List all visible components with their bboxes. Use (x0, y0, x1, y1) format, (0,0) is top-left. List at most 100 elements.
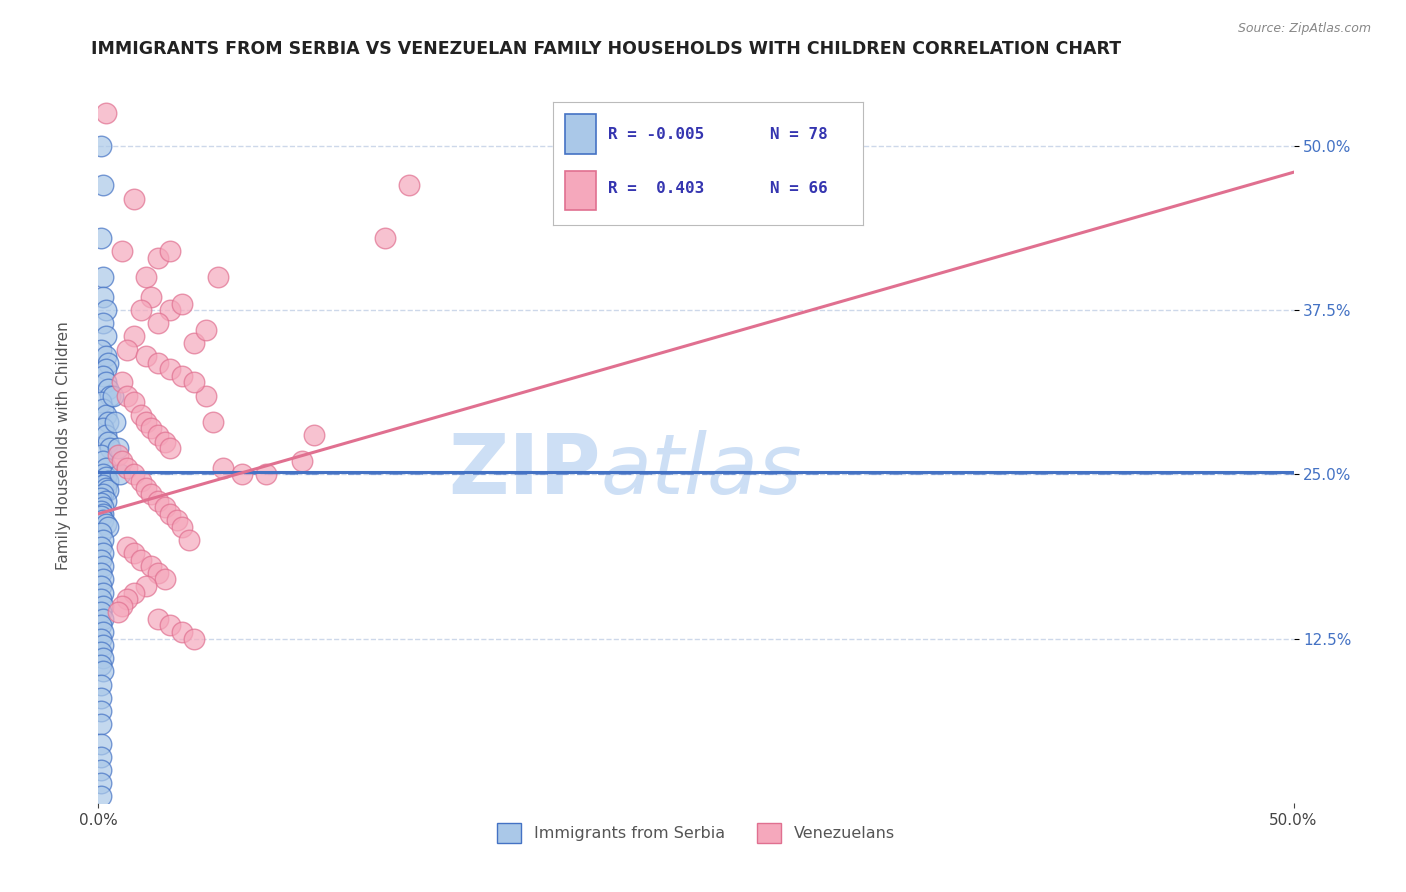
Point (148, 566, 170, 580)
Legend: Immigrants from Serbia, Venezuelans: Immigrants from Serbia, Venezuelans (491, 817, 901, 849)
Point (183, 336, 205, 351)
Point (90, 579, 112, 593)
Point (91, 178, 114, 193)
Point (148, 493, 170, 508)
Point (124, 192, 146, 206)
Point (94, 493, 117, 508)
Point (183, 632, 205, 646)
Point (91, 513, 114, 527)
Point (91, 500, 114, 515)
Point (94, 517, 117, 532)
Point (172, 368, 194, 383)
Point (374, 231, 396, 245)
Point (172, 625, 194, 640)
Point (139, 559, 162, 574)
Point (131, 303, 153, 318)
Point (91, 478, 114, 492)
Point (90, 749, 112, 764)
Point (108, 467, 131, 482)
Point (111, 376, 134, 390)
Point (94, 362, 117, 376)
Point (107, 448, 129, 462)
Point (90, 448, 112, 462)
Point (90, 605, 112, 619)
Point (91, 665, 114, 679)
Point (148, 356, 170, 370)
Point (98, 441, 122, 455)
Point (97, 415, 120, 429)
Point (90, 618, 112, 632)
Point (90, 395, 112, 409)
Text: Source: ZipAtlas.com: Source: ZipAtlas.com (1237, 22, 1371, 36)
Text: Family Households with Children: Family Households with Children (56, 322, 70, 570)
Point (135, 579, 157, 593)
Point (90, 657, 112, 672)
Point (90, 632, 112, 646)
Point (155, 434, 177, 449)
Point (90, 491, 112, 505)
Point (91, 316, 114, 330)
Point (90, 592, 112, 607)
Point (90, 526, 112, 541)
Point (111, 244, 134, 258)
Point (90, 509, 112, 524)
Point (202, 415, 225, 429)
Point (111, 454, 134, 468)
Point (115, 343, 138, 357)
Point (90, 496, 112, 510)
Point (139, 290, 162, 304)
Point (139, 487, 162, 501)
Point (155, 573, 177, 587)
Point (90, 677, 112, 691)
Point (148, 316, 170, 330)
Point (91, 625, 114, 640)
Point (195, 388, 218, 402)
Text: IMMIGRANTS FROM SERBIA VS VENEZUELAN FAMILY HOUSEHOLDS WITH CHILDREN CORRELATION: IMMIGRANTS FROM SERBIA VS VENEZUELAN FAM… (91, 40, 1122, 58)
Point (179, 533, 201, 547)
Point (91, 454, 114, 468)
Point (135, 349, 157, 363)
Point (124, 546, 146, 560)
Point (111, 599, 134, 613)
Point (166, 513, 188, 527)
Point (94, 470, 117, 484)
Point (90, 231, 112, 245)
Point (94, 329, 117, 343)
Point (94, 428, 117, 442)
Point (398, 178, 420, 193)
Point (91, 599, 114, 613)
Point (159, 244, 181, 258)
Point (131, 553, 153, 567)
Point (302, 428, 325, 442)
Point (107, 441, 129, 455)
Point (139, 421, 162, 435)
Text: atlas: atlas (600, 430, 801, 511)
Point (107, 605, 129, 619)
Point (135, 415, 157, 429)
Point (90, 737, 112, 751)
Point (91, 467, 114, 482)
Point (97, 474, 120, 488)
Point (207, 270, 229, 285)
Point (104, 415, 127, 429)
Point (94, 409, 117, 423)
Point (97, 382, 120, 396)
Point (90, 717, 112, 731)
Point (97, 483, 120, 497)
Point (101, 388, 124, 402)
Point (124, 329, 146, 343)
Point (98, 388, 122, 402)
Point (94, 481, 117, 495)
Point (90, 553, 112, 567)
Point (90, 343, 112, 357)
Point (131, 409, 153, 423)
Point (90, 566, 112, 580)
Point (90, 763, 112, 777)
Point (159, 303, 181, 318)
Point (291, 454, 314, 468)
Point (148, 251, 170, 265)
Point (90, 704, 112, 718)
Point (94, 303, 117, 318)
Point (91, 533, 114, 547)
Point (155, 500, 177, 515)
